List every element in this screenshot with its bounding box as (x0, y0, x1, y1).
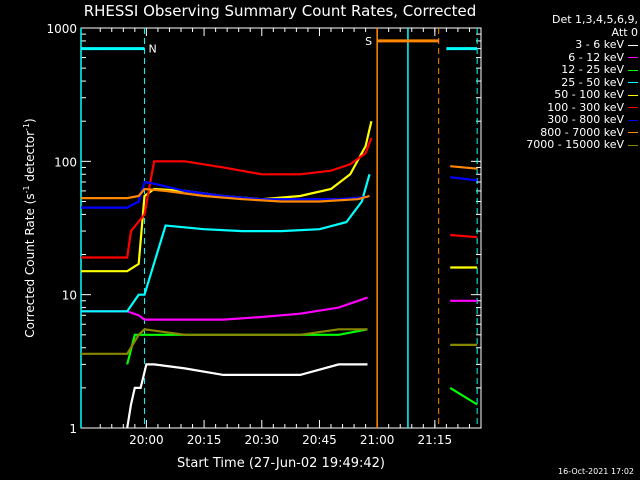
legend-label: 12 - 25 keV (561, 63, 624, 76)
legend-entries: 3 - 6 keV 6 - 12 keV 12 - 25 keV 25 - 50 ke… (490, 38, 638, 152)
legend-entry: 7000 - 15000 keV (490, 138, 638, 152)
legend-entry: 800 - 7000 keV (490, 125, 638, 140)
y-tick-label: 10 (62, 289, 77, 303)
legend-entry: 3 - 6 keV (490, 38, 638, 52)
series-line-5 (450, 233, 478, 239)
status-bars (80, 28, 478, 428)
x-tick-label: 21:15 (418, 433, 453, 447)
series-line-6 (450, 176, 478, 182)
x-axis-label: Start Time (27-Jun-02 19:49:42) (177, 456, 385, 471)
legend-entry: 50 - 100 keV (490, 88, 638, 102)
legend-label: 25 - 50 keV (561, 75, 624, 89)
legend-detectors: Det 1,3,4,5,6,9, (551, 13, 638, 26)
legend-entry: 12 - 25 keV (490, 63, 638, 77)
y-tick-label: 1 (69, 422, 77, 436)
legend-entry: 6 - 12 keV (490, 50, 638, 65)
legend-swatch (628, 119, 638, 121)
series-line-6 (81, 180, 368, 209)
legend-label: 50 - 100 keV (554, 88, 624, 101)
legend-entry: 100 - 300 keV (490, 100, 638, 115)
x-tick-label: 20:45 (302, 433, 337, 447)
legend-swatch (628, 107, 638, 109)
x-tick-label: 20:30 (244, 433, 279, 447)
legend-entry: 300 - 800 keV (490, 113, 638, 127)
night-annotation: N (148, 43, 156, 56)
y-label-end: ) (23, 118, 37, 123)
legend-swatch (628, 69, 638, 71)
saa-annotation: S (365, 35, 372, 48)
y-label-main: Corrected Count Rate (s (23, 193, 37, 337)
legend-label: 7000 - 15000 keV (526, 138, 624, 151)
chart-title: RHESSI Observing Summary Count Rates, Co… (84, 2, 477, 20)
series-line-8 (81, 328, 368, 355)
legend-label: 6 - 12 keV (568, 50, 624, 64)
legend-label: 300 - 800 keV (547, 113, 624, 126)
y-label-sup2: -1 (22, 123, 31, 131)
legend-label: 100 - 300 keV (547, 100, 624, 114)
legend-attenuator: Att 0 (611, 25, 638, 39)
timestamp-footer: 16-Oct-2021 17:02 (558, 467, 634, 476)
legend: Det 1,3,4,5,6,9, Att 0 3 - 6 keV 6 - 12 k… (490, 13, 638, 152)
x-tick-label: 21:00 (360, 433, 395, 447)
x-tick-label: 20:15 (187, 433, 222, 447)
series-line-1 (81, 296, 368, 321)
legend-swatch (628, 82, 638, 84)
y-label-sup1: -1 (22, 185, 31, 193)
y-tick-label: 100 (54, 155, 77, 169)
series-line-0 (126, 363, 368, 429)
legend-swatch (628, 94, 638, 96)
series-line-3 (81, 174, 371, 313)
legend-swatch (628, 132, 638, 134)
legend-entry: 25 - 50 keV (490, 75, 638, 90)
series-line-2 (449, 386, 478, 406)
legend-swatch (628, 144, 638, 146)
series-line-7 (81, 187, 370, 203)
legend-label: 800 - 7000 keV (540, 125, 624, 139)
legend-swatch (628, 57, 638, 59)
legend-label: 3 - 6 keV (575, 38, 624, 51)
series-lines (81, 120, 478, 429)
series-line-7 (450, 165, 478, 170)
y-axis-label: Corrected Count Rate (s-1 detector-1) (22, 118, 37, 337)
y-label-mid: detector (23, 131, 37, 186)
x-tick-label: 20:00 (129, 433, 164, 447)
y-tick-label: 1000 (46, 22, 77, 36)
legend-swatch (628, 44, 638, 46)
series-line-5 (81, 137, 373, 259)
axis-ticks: 20:00 20:15 20:30 20:45 21:00 21:15 1 10 100 1000 (46, 22, 481, 447)
